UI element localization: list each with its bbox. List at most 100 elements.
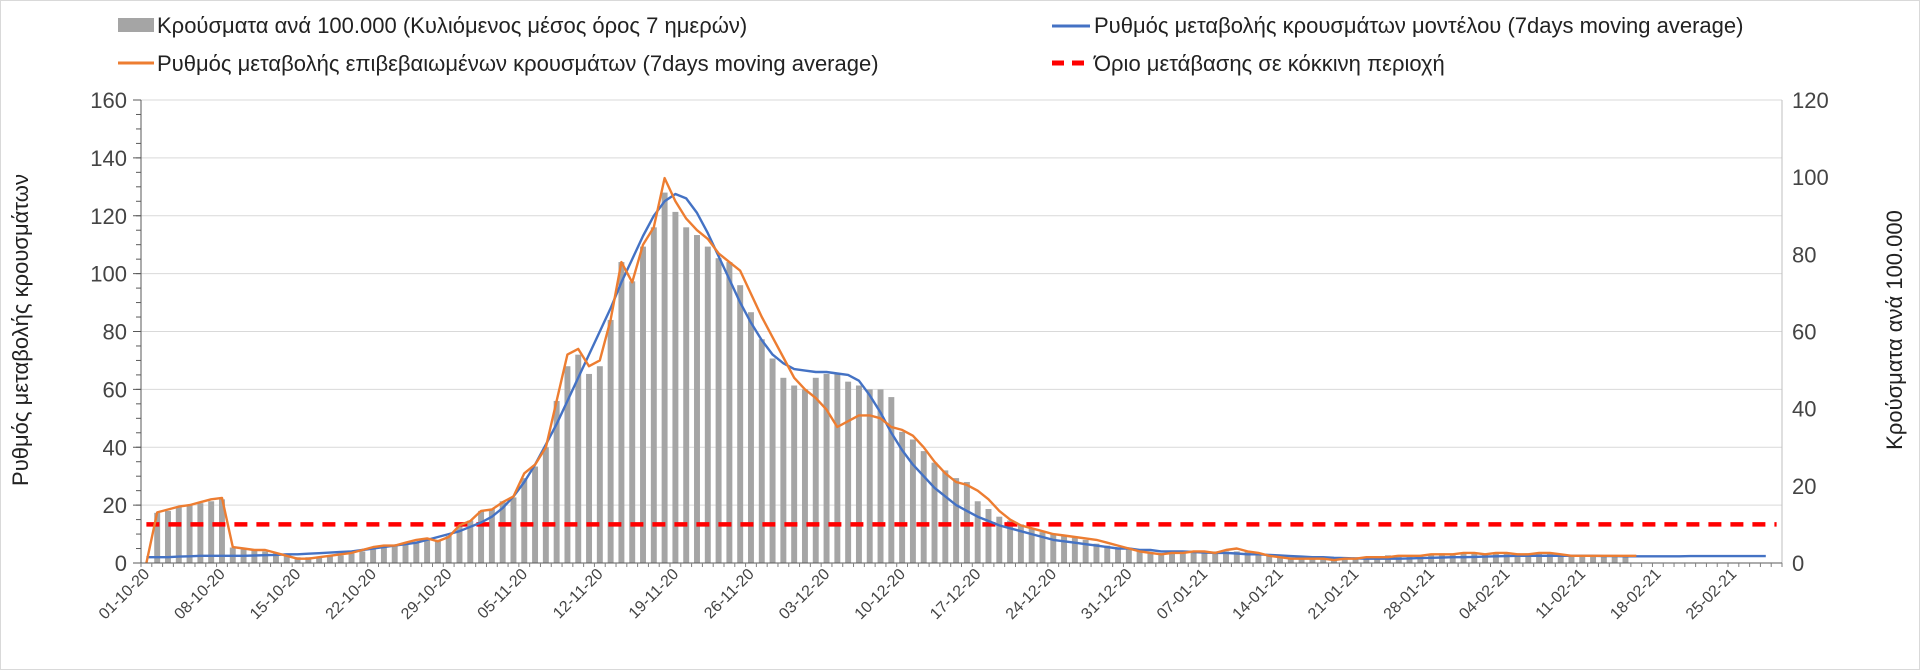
bar-series <box>154 192 1629 563</box>
y-right-tick-label: 20 <box>1792 474 1816 499</box>
bar <box>1374 557 1381 563</box>
bar <box>272 553 279 563</box>
y-left-tick-label: 40 <box>103 435 127 460</box>
bar <box>931 462 938 563</box>
bar <box>672 211 679 563</box>
legend-label-model: Ρυθμός μεταβολής κρουσμάτων μοντέλου (7d… <box>1094 13 1743 38</box>
bar <box>1082 539 1089 563</box>
bar <box>564 366 571 563</box>
legend-label-bars: Κρούσματα ανά 100.000 (Κυλιόμενος μέσος … <box>157 13 747 38</box>
bar <box>834 373 841 563</box>
bar <box>1093 543 1100 563</box>
y-right-tick-label: 60 <box>1792 320 1816 345</box>
bar <box>1190 551 1197 563</box>
legend-label-confirmed: Ρυθμός μεταβολής επιβεβαιωμένων κρουσμάτ… <box>157 51 879 76</box>
bar <box>953 478 960 563</box>
bar <box>1233 551 1240 563</box>
y-left-tick-label: 60 <box>103 377 127 402</box>
bar <box>661 192 668 563</box>
y-right-tick-label: 80 <box>1792 242 1816 267</box>
bar <box>1104 545 1111 563</box>
bar <box>283 555 290 563</box>
bar <box>553 400 560 563</box>
bar <box>607 319 614 563</box>
bar <box>704 246 711 563</box>
bar <box>542 447 549 563</box>
bar <box>618 262 625 563</box>
bar <box>640 246 646 563</box>
bar <box>801 389 808 563</box>
bar <box>1622 555 1629 563</box>
bar <box>262 551 269 563</box>
y-right-tick-label: 0 <box>1792 551 1804 576</box>
gridlines <box>141 99 1782 506</box>
bar <box>1557 555 1564 563</box>
bar <box>1212 551 1219 563</box>
bar <box>175 507 182 563</box>
y-right-tick-label: 40 <box>1792 397 1816 422</box>
bar <box>370 549 377 563</box>
bar <box>1600 555 1607 563</box>
bar <box>845 381 852 563</box>
bar <box>791 385 798 563</box>
bar <box>1147 553 1154 563</box>
y-right-tick-label: 100 <box>1792 165 1829 190</box>
y-left-tick-label: 100 <box>90 262 127 287</box>
bar <box>488 508 495 563</box>
bar <box>1039 532 1046 563</box>
bar <box>1028 528 1035 563</box>
bar <box>629 281 636 563</box>
bar <box>510 497 517 563</box>
bar <box>445 535 452 563</box>
bar <box>1482 553 1489 563</box>
bar <box>1071 537 1078 563</box>
y-left-tick-label: 80 <box>103 320 127 345</box>
bar <box>694 235 700 563</box>
bar <box>532 466 539 563</box>
bar <box>920 451 927 563</box>
bar <box>1179 551 1186 563</box>
bar <box>780 377 787 563</box>
bar <box>758 339 765 563</box>
bar <box>219 499 225 563</box>
bar <box>424 539 431 563</box>
bar <box>359 551 366 563</box>
bar <box>380 547 387 563</box>
bar <box>456 526 463 563</box>
bar <box>1568 555 1575 563</box>
bar <box>1503 553 1510 563</box>
bar <box>683 227 690 563</box>
bar <box>521 478 528 563</box>
y-left-tick-label: 140 <box>90 146 127 171</box>
bar <box>942 470 949 563</box>
bar <box>1309 559 1316 563</box>
bar <box>909 439 916 563</box>
y-axis-title-right: Κρούσματα ανά 100.000 <box>1882 210 1907 450</box>
bar <box>769 358 776 563</box>
bar <box>1277 557 1283 563</box>
bar <box>866 389 873 563</box>
bar <box>348 553 355 563</box>
bar <box>996 516 1003 563</box>
bar <box>899 431 906 563</box>
bar <box>586 373 593 563</box>
bar <box>1546 553 1553 563</box>
y-left-tick-label: 20 <box>103 493 127 518</box>
bar <box>650 227 657 563</box>
bar <box>1158 553 1165 563</box>
bar <box>1255 553 1262 563</box>
bar <box>855 385 862 563</box>
bar <box>434 539 441 563</box>
bar <box>1320 559 1327 563</box>
bar <box>1363 557 1370 563</box>
y-left-tick-label: 0 <box>115 551 127 576</box>
bar <box>1514 553 1521 563</box>
bar <box>1341 557 1348 563</box>
line-series <box>145 176 1766 564</box>
bar <box>974 501 981 563</box>
bar <box>877 389 884 563</box>
legend-label-threshold: Όριο μετάβασης σε κόκκινη περιοχή <box>1093 51 1445 76</box>
bar <box>748 312 754 563</box>
bar <box>1287 557 1294 563</box>
legend: Κρούσματα ανά 100.000 (Κυλιόμενος μέσος … <box>118 13 1743 76</box>
